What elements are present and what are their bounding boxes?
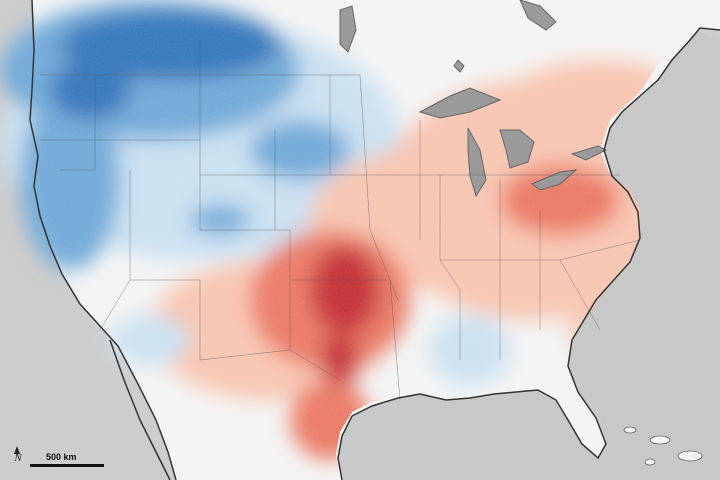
north-arrow-icon <box>14 446 20 454</box>
coastline <box>29 0 720 480</box>
baja-california <box>109 339 171 480</box>
islands <box>623 426 703 466</box>
state-borders <box>40 40 641 401</box>
north-label: N <box>14 452 22 464</box>
scale-bar <box>30 464 104 467</box>
scale-label: 500 km <box>46 452 77 462</box>
